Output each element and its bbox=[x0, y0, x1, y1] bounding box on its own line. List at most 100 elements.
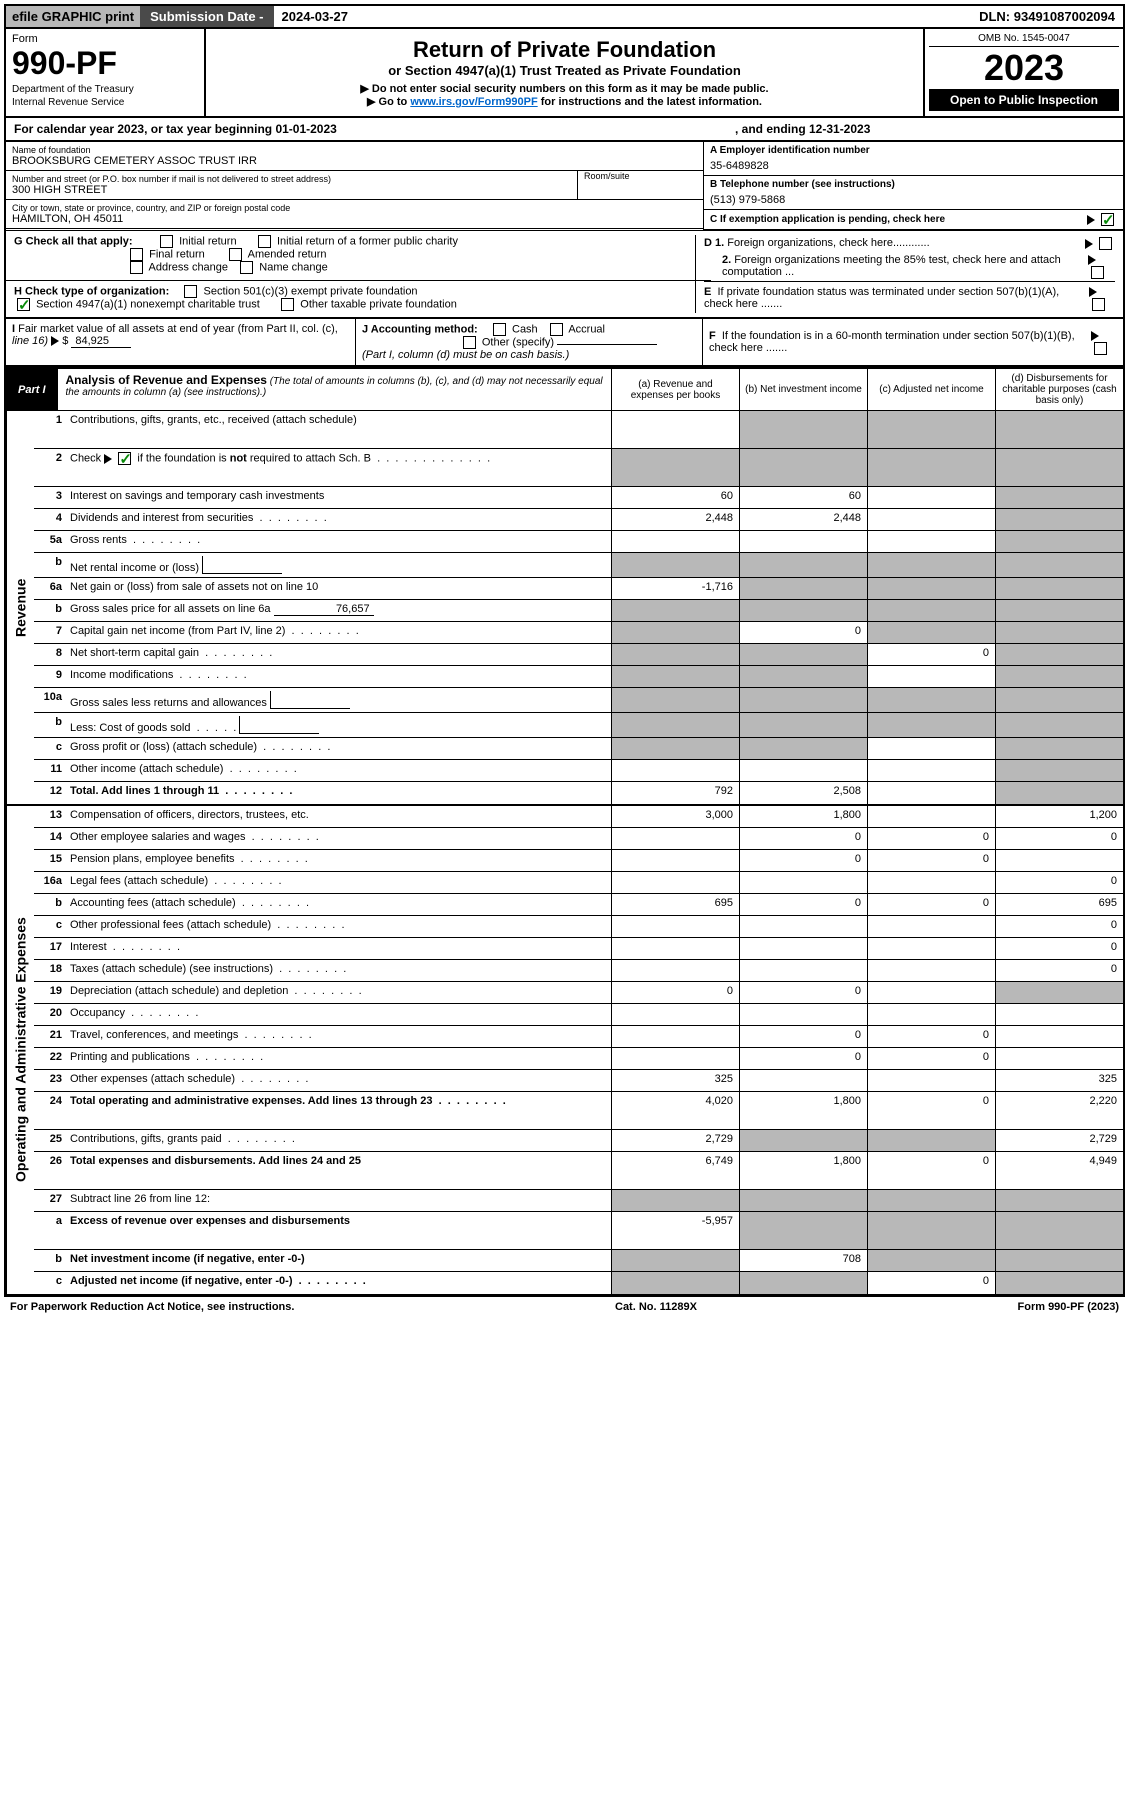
cell-b: 1,800 bbox=[739, 806, 867, 827]
cell-d bbox=[995, 688, 1123, 712]
city-state-zip: HAMILTON, OH 45011 bbox=[12, 213, 697, 225]
cell-a: 6,749 bbox=[611, 1152, 739, 1189]
table-row: cGross profit or (loss) (attach schedule… bbox=[34, 738, 1123, 760]
cell-c bbox=[867, 531, 995, 552]
table-row: 13Compensation of officers, directors, t… bbox=[34, 806, 1123, 828]
row-number: b bbox=[34, 600, 66, 621]
table-row: cOther professional fees (attach schedul… bbox=[34, 916, 1123, 938]
cell-a bbox=[611, 531, 739, 552]
table-row: 24Total operating and administrative exp… bbox=[34, 1092, 1123, 1130]
cell-d bbox=[995, 850, 1123, 871]
calendar-year-row: For calendar year 2023, or tax year begi… bbox=[4, 118, 1125, 142]
cell-a: 4,020 bbox=[611, 1092, 739, 1129]
cash-checkbox[interactable] bbox=[493, 323, 506, 336]
cell-d bbox=[995, 644, 1123, 665]
cell-c bbox=[867, 1212, 995, 1249]
cell-b: 708 bbox=[739, 1250, 867, 1271]
foundation-name: BROOKSBURG CEMETERY ASSOC TRUST IRR bbox=[12, 155, 697, 167]
accrual-checkbox[interactable] bbox=[550, 323, 563, 336]
cell-c bbox=[867, 600, 995, 621]
irs-link[interactable]: www.irs.gov/Form990PF bbox=[410, 96, 537, 108]
cell-c bbox=[867, 806, 995, 827]
row-description: Income modifications . . . . . . . . bbox=[66, 666, 611, 687]
cell-b: 1,800 bbox=[739, 1152, 867, 1189]
cell-b bbox=[739, 1190, 867, 1211]
amended-return-checkbox[interactable] bbox=[229, 248, 242, 261]
cell-b: 2,448 bbox=[739, 509, 867, 530]
other-taxable-checkbox[interactable] bbox=[281, 298, 294, 311]
triangle-icon bbox=[51, 336, 59, 346]
60month-checkbox[interactable] bbox=[1094, 342, 1107, 355]
cell-b: 0 bbox=[739, 850, 867, 871]
cell-a bbox=[611, 666, 739, 687]
table-row: 17Interest . . . . . . . .0 bbox=[34, 938, 1123, 960]
row-description: Other expenses (attach schedule) . . . .… bbox=[66, 1070, 611, 1091]
final-return-checkbox[interactable] bbox=[130, 248, 143, 261]
table-row: 12Total. Add lines 1 through 11 . . . . … bbox=[34, 782, 1123, 804]
cell-c bbox=[867, 1004, 995, 1025]
row-number: b bbox=[34, 1250, 66, 1271]
cell-c bbox=[867, 782, 995, 804]
expenses-table: Operating and Administrative Expenses 13… bbox=[4, 806, 1125, 1296]
cell-c bbox=[867, 1190, 995, 1211]
row-number: 13 bbox=[34, 806, 66, 827]
cell-d bbox=[995, 578, 1123, 599]
cell-b: 2,508 bbox=[739, 782, 867, 804]
cell-a bbox=[611, 1272, 739, 1294]
cell-d bbox=[995, 487, 1123, 508]
cell-b bbox=[739, 644, 867, 665]
table-row: 19Depreciation (attach schedule) and dep… bbox=[34, 982, 1123, 1004]
cell-a bbox=[611, 688, 739, 712]
form-footer-label: Form 990-PF (2023) bbox=[1018, 1301, 1120, 1313]
form-header: Form 990-PF Department of the Treasury I… bbox=[4, 29, 1125, 118]
cell-a bbox=[611, 828, 739, 849]
cell-d: 0 bbox=[995, 916, 1123, 937]
exemption-pending-checkbox[interactable] bbox=[1101, 213, 1114, 226]
cell-b bbox=[739, 1004, 867, 1025]
cell-b: 0 bbox=[739, 622, 867, 643]
row-description: Gross sales less returns and allowances bbox=[66, 688, 611, 712]
initial-return-former-checkbox[interactable] bbox=[258, 235, 271, 248]
table-row: 23Other expenses (attach schedule) . . .… bbox=[34, 1070, 1123, 1092]
row-description: Gross sales price for all assets on line… bbox=[66, 600, 611, 621]
cell-d bbox=[995, 1190, 1123, 1211]
table-row: 21Travel, conferences, and meetings . . … bbox=[34, 1026, 1123, 1048]
cell-d bbox=[995, 1048, 1123, 1069]
revenue-table: Revenue 1Contributions, gifts, grants, e… bbox=[4, 411, 1125, 806]
terminated-checkbox[interactable] bbox=[1092, 298, 1105, 311]
name-change-checkbox[interactable] bbox=[240, 261, 253, 274]
row-number: b bbox=[34, 553, 66, 577]
initial-return-checkbox[interactable] bbox=[160, 235, 173, 248]
table-row: 20Occupancy . . . . . . . . bbox=[34, 1004, 1123, 1026]
row-number: 9 bbox=[34, 666, 66, 687]
row-number: 10a bbox=[34, 688, 66, 712]
table-row: 10aGross sales less returns and allowanc… bbox=[34, 688, 1123, 713]
other-method-checkbox[interactable] bbox=[463, 336, 476, 349]
address-change-checkbox[interactable] bbox=[130, 261, 143, 274]
cell-b bbox=[739, 578, 867, 599]
cell-a bbox=[611, 1250, 739, 1271]
cell-b bbox=[739, 1272, 867, 1294]
address: 300 HIGH STREET bbox=[12, 184, 577, 196]
cell-a bbox=[611, 411, 739, 448]
fmv-value: 84,925 bbox=[71, 335, 131, 348]
4947a1-checkbox[interactable] bbox=[17, 298, 30, 311]
cell-b bbox=[739, 1212, 867, 1249]
501c3-checkbox[interactable] bbox=[184, 285, 197, 298]
cell-b: 0 bbox=[739, 1026, 867, 1047]
foreign-85-checkbox[interactable] bbox=[1091, 266, 1104, 279]
row-number: 27 bbox=[34, 1190, 66, 1211]
cell-d: 4,949 bbox=[995, 1152, 1123, 1189]
foreign-org-checkbox[interactable] bbox=[1099, 237, 1112, 250]
submission-date-label: Submission Date - bbox=[140, 6, 273, 27]
cell-c bbox=[867, 622, 995, 643]
row-description: Net rental income or (loss) bbox=[66, 553, 611, 577]
table-row: 14Other employee salaries and wages . . … bbox=[34, 828, 1123, 850]
cell-d bbox=[995, 600, 1123, 621]
cell-c bbox=[867, 449, 995, 486]
cell-d bbox=[995, 1272, 1123, 1294]
row-description: Excess of revenue over expenses and disb… bbox=[66, 1212, 611, 1249]
cell-b bbox=[739, 872, 867, 893]
table-row: cAdjusted net income (if negative, enter… bbox=[34, 1272, 1123, 1294]
col-a-header: (a) Revenue and expenses per books bbox=[611, 369, 739, 410]
